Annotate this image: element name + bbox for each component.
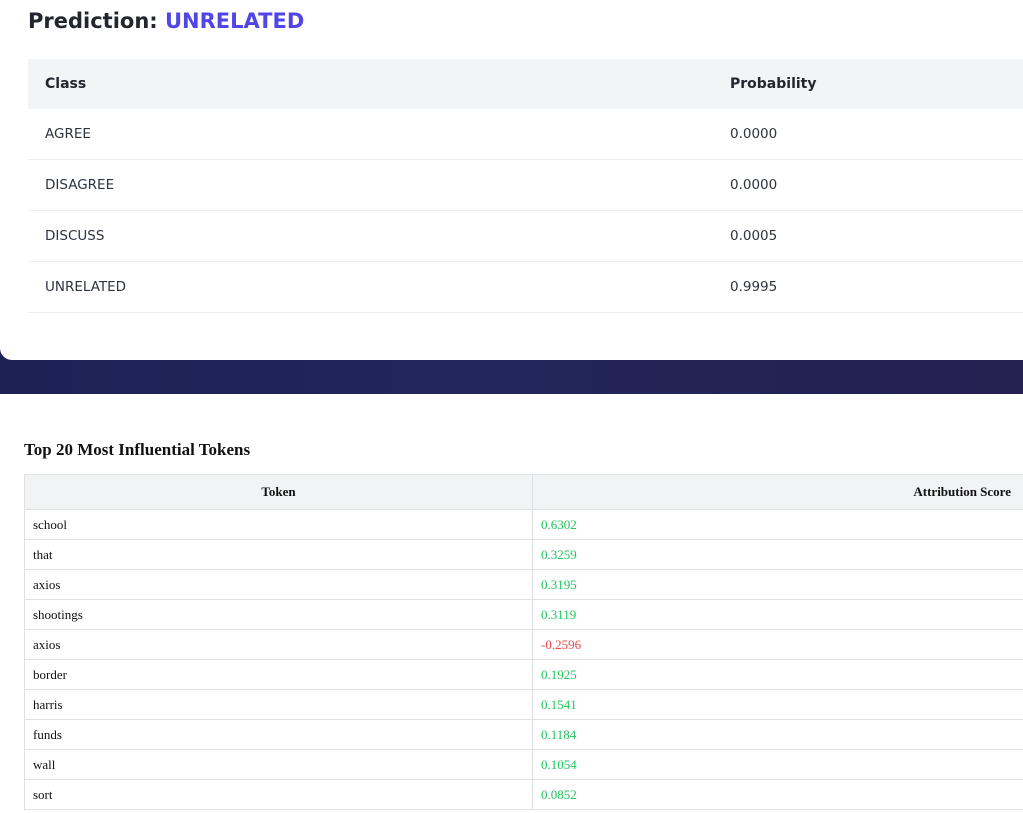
table-row: shootings 0.3119 — [24, 599, 1023, 630]
score-cell: 0.3195 — [532, 569, 1023, 600]
tokens-table: Token Attribution Score school 0.6302 th… — [24, 474, 1023, 810]
tokens-title: Top 20 Most Influential Tokens — [24, 440, 251, 459]
score-cell: 0.1184 — [532, 719, 1023, 750]
table-row: AGREE 0.0000 — [28, 109, 1023, 160]
table-row: UNRELATED 0.9995 — [28, 261, 1023, 313]
probability-column-header[interactable]: Probability — [713, 59, 1023, 109]
class-cell: DISCUSS — [28, 210, 713, 262]
score-cell: 0.1541 — [532, 689, 1023, 720]
token-column-header: Token — [24, 474, 533, 510]
token-cell: sort — [24, 779, 533, 810]
score-column-header: Attribution Score — [532, 474, 1023, 510]
prediction-label: Prediction: — [28, 9, 165, 33]
tokens-table-header: Token Attribution Score — [24, 474, 1023, 510]
token-cell: harris — [24, 689, 533, 720]
token-cell: axios — [24, 569, 533, 600]
prediction-card: Prediction: UNRELATED Class Probability … — [0, 0, 1023, 360]
score-cell: 0.1054 — [532, 749, 1023, 780]
class-cell: AGREE — [28, 109, 713, 160]
table-row: that 0.3259 — [24, 539, 1023, 570]
score-cell: 0.3259 — [532, 539, 1023, 570]
table-row: DISAGREE 0.0000 — [28, 159, 1023, 211]
table-row: axios -0.2596 — [24, 629, 1023, 660]
prediction-heading: Prediction: UNRELATED — [28, 6, 304, 36]
token-cell: that — [24, 539, 533, 570]
token-cell: border — [24, 659, 533, 690]
token-cell: axios — [24, 629, 533, 660]
prediction-value: UNRELATED — [165, 9, 305, 33]
token-cell: wall — [24, 749, 533, 780]
score-cell: 0.0852 — [532, 779, 1023, 810]
table-row: wall 0.1054 — [24, 749, 1023, 780]
token-cell: shootings — [24, 599, 533, 630]
probability-cell: 0.0005 — [713, 210, 1023, 262]
probability-cell: 0.0000 — [713, 159, 1023, 211]
score-cell: -0.2596 — [532, 629, 1023, 660]
table-row: axios 0.3195 — [24, 569, 1023, 600]
table-row: school 0.6302 — [24, 509, 1023, 540]
token-cell: school — [24, 509, 533, 540]
class-column-header[interactable]: Class — [28, 59, 713, 109]
probability-cell: 0.0000 — [713, 109, 1023, 160]
class-cell: DISAGREE — [28, 159, 713, 211]
probability-table: Class Probability AGREE 0.0000 DISAGREE … — [28, 59, 1023, 313]
score-cell: 0.1925 — [532, 659, 1023, 690]
probability-table-header: Class Probability — [28, 59, 1023, 109]
score-cell: 0.6302 — [532, 509, 1023, 540]
table-row: DISCUSS 0.0005 — [28, 210, 1023, 262]
probability-cell: 0.9995 — [713, 261, 1023, 313]
table-row: harris 0.1541 — [24, 689, 1023, 720]
table-row: sort 0.0852 — [24, 779, 1023, 810]
score-cell: 0.3119 — [532, 599, 1023, 630]
class-cell: UNRELATED — [28, 261, 713, 313]
token-cell: funds — [24, 719, 533, 750]
table-row: funds 0.1184 — [24, 719, 1023, 750]
table-row: border 0.1925 — [24, 659, 1023, 690]
